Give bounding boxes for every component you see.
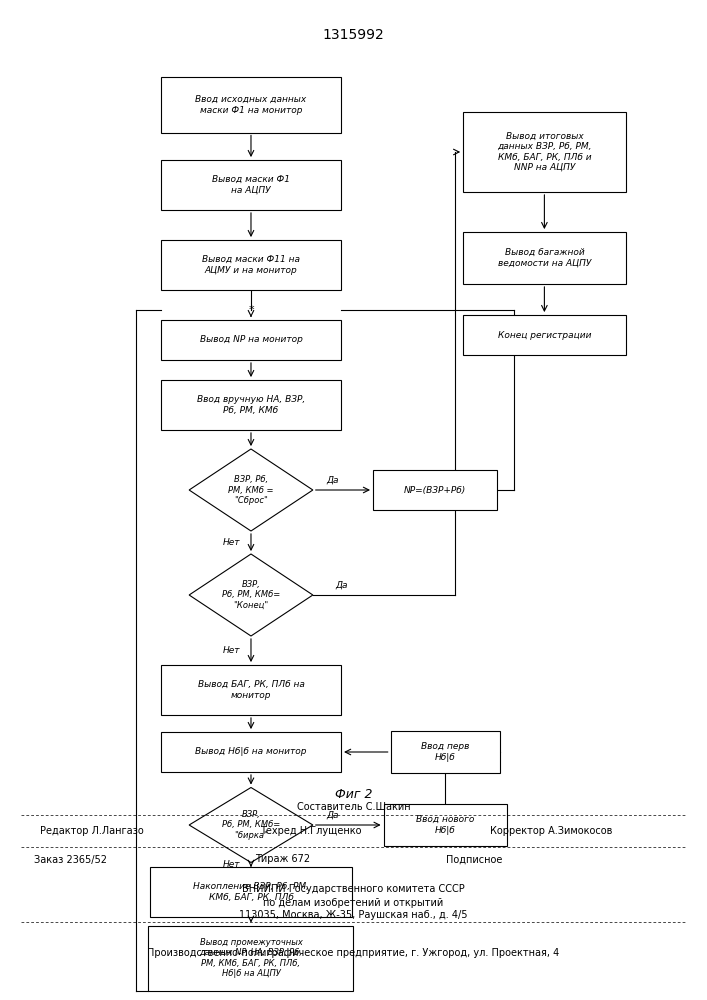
FancyBboxPatch shape <box>160 77 341 132</box>
Text: Накопление ВЗР, Рб, РМ,
КМб, БАГ, РК, ПЛб: Накопление ВЗР, Рб, РМ, КМб, БАГ, РК, ПЛ… <box>193 882 309 902</box>
Polygon shape <box>189 788 312 862</box>
Text: Подписное: Подписное <box>445 854 502 864</box>
Text: 1315992: 1315992 <box>322 28 385 42</box>
Text: Да: Да <box>335 580 347 589</box>
Text: Вывод БАГ, РК, ПЛб на
монитор: Вывод БАГ, РК, ПЛб на монитор <box>197 680 305 700</box>
FancyBboxPatch shape <box>160 320 341 360</box>
FancyBboxPatch shape <box>148 926 354 990</box>
Text: Техред Н.Глущенко: Техред Н.Глущенко <box>260 826 362 836</box>
Text: Корректор А.Зимокосов: Корректор А.Зимокосов <box>490 826 613 836</box>
Text: Вывод итоговых
данных ВЗР, Рб, РМ,
КМб, БАГ, РК, ПЛб и
NNP на АЦПУ: Вывод итоговых данных ВЗР, Рб, РМ, КМб, … <box>497 132 592 172</box>
FancyBboxPatch shape <box>383 804 507 846</box>
Text: Производственно-полиграфическое предприятие, г. Ужгород, ул. Проектная, 4: Производственно-полиграфическое предприя… <box>147 948 560 958</box>
Text: ВЗР,
Рб, РМ, КМб=
"бирка": ВЗР, Рб, РМ, КМб= "бирка" <box>222 810 280 840</box>
FancyBboxPatch shape <box>160 240 341 290</box>
Text: NP=(ВЗР+Рб): NP=(ВЗР+Рб) <box>404 486 466 494</box>
FancyBboxPatch shape <box>160 380 341 430</box>
FancyBboxPatch shape <box>150 867 351 917</box>
Text: *: * <box>248 305 254 315</box>
FancyBboxPatch shape <box>463 315 626 355</box>
Text: по делам изобретений и открытий: по делам изобретений и открытий <box>264 898 443 908</box>
Text: ВНИИПИ Государственного комитета СССР: ВНИИПИ Государственного комитета СССР <box>242 885 465 895</box>
Text: Тираж 672: Тираж 672 <box>255 854 310 864</box>
Polygon shape <box>189 554 312 636</box>
Text: Заказ 2365/52: Заказ 2365/52 <box>34 854 107 864</box>
Text: Вывод багажной
ведомости на АЦПУ: Вывод багажной ведомости на АЦПУ <box>498 248 591 268</box>
FancyBboxPatch shape <box>373 470 496 510</box>
Text: Редактор Л.Лангазо: Редактор Л.Лангазо <box>40 826 144 836</box>
Text: Да: Да <box>327 476 339 485</box>
Text: Фиг 2: Фиг 2 <box>334 788 373 801</box>
Polygon shape <box>189 449 312 531</box>
Text: Нет: Нет <box>223 860 240 869</box>
Text: Вывод NP на монитор: Вывод NP на монитор <box>199 336 303 344</box>
FancyBboxPatch shape <box>160 160 341 210</box>
Text: Составитель С.Шакин: Составитель С.Шакин <box>297 802 410 812</box>
Text: 113035, Москва, Ж-35, Раушская наб., д. 4/5: 113035, Москва, Ж-35, Раушская наб., д. … <box>239 910 468 920</box>
Text: Вывод Нб|б на монитор: Вывод Нб|б на монитор <box>195 748 307 756</box>
Text: ВЗР,
Рб, РМ, КМб=
"Конец": ВЗР, Рб, РМ, КМб= "Конец" <box>222 580 280 610</box>
Text: Вывод маски Ф11 на
АЦМУ и на монитор: Вывод маски Ф11 на АЦМУ и на монитор <box>202 255 300 275</box>
Text: Конец регистрации: Конец регистрации <box>498 330 591 340</box>
Text: Вывод маски Ф1
на АЦПУ: Вывод маски Ф1 на АЦПУ <box>212 175 290 195</box>
Text: Нет: Нет <box>223 646 240 655</box>
FancyBboxPatch shape <box>160 732 341 772</box>
Text: Вывод промежуточных
данных NP, НА, ВЗР, Рб,
РМ, КМб, БАГ, РК, ПЛб,
Нб|б на АЦПУ: Вывод промежуточных данных NP, НА, ВЗР, … <box>199 938 303 978</box>
Text: Ввод вручную НА, ВЗР,
Рб, РМ, КМб: Ввод вручную НА, ВЗР, Рб, РМ, КМб <box>197 395 305 415</box>
Text: Ввод перв
Нб|б: Ввод перв Нб|б <box>421 742 469 762</box>
Text: Нет: Нет <box>223 538 240 547</box>
FancyBboxPatch shape <box>463 112 626 192</box>
Text: ВЗР, Рб,
РМ, КМб =
"Сброс": ВЗР, Рб, РМ, КМб = "Сброс" <box>228 475 274 505</box>
Text: Ввод исходных данных
маски Ф1 на монитор: Ввод исходных данных маски Ф1 на монитор <box>195 95 307 115</box>
Text: Да: Да <box>327 810 339 820</box>
FancyBboxPatch shape <box>160 665 341 715</box>
Text: Ввод нового
Нб|б: Ввод нового Нб|б <box>416 815 474 835</box>
FancyBboxPatch shape <box>390 731 500 773</box>
FancyBboxPatch shape <box>463 232 626 284</box>
